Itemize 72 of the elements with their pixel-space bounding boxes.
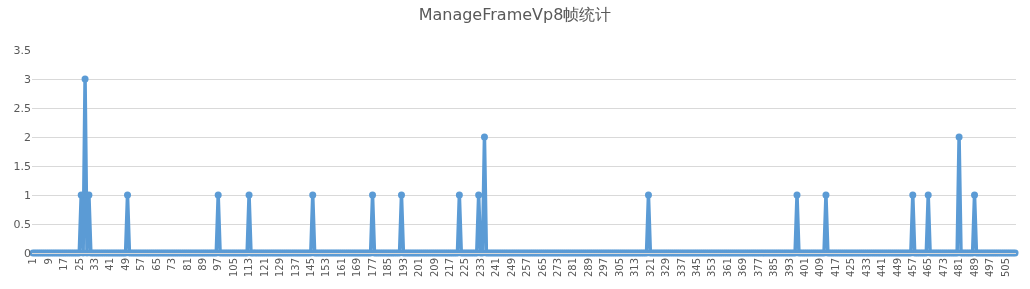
x-tick-label: 177 xyxy=(366,258,378,278)
y-tick-label: 1.5 xyxy=(13,159,31,173)
y-tick-label: 3 xyxy=(24,72,31,86)
x-tick-label: 489 xyxy=(968,258,980,278)
x-tick-label: 249 xyxy=(505,258,517,278)
x-tick-label: 313 xyxy=(629,258,641,278)
x-tick-label: 129 xyxy=(274,258,286,278)
y-tick-label: 3.5 xyxy=(13,43,31,57)
x-tick-label: 417 xyxy=(829,258,841,278)
x-tick-label: 145 xyxy=(305,258,317,278)
x-tick-label: 265 xyxy=(536,258,548,278)
x-tick-label: 361 xyxy=(721,258,733,278)
x-tick-label: 193 xyxy=(397,258,409,278)
x-tick-label: 209 xyxy=(428,258,440,278)
x-tick-label: 465 xyxy=(922,258,934,278)
x-tick-label: 409 xyxy=(814,258,826,278)
x-tick-label: 57 xyxy=(135,258,147,271)
chart-title: ManageFrameVp8帧统计 xyxy=(418,4,612,24)
x-tick-label: 41 xyxy=(104,258,116,271)
x-tick-label: 185 xyxy=(382,258,394,278)
x-tick-label: 441 xyxy=(876,258,888,278)
x-tick-label: 233 xyxy=(474,258,486,278)
x-tick-label: 97 xyxy=(212,258,224,271)
x-tick-label: 505 xyxy=(999,258,1011,278)
x-tick-label: 225 xyxy=(459,258,471,278)
x-tick-label: 153 xyxy=(320,258,332,278)
y-tick-label: 2 xyxy=(24,130,31,144)
x-tick-label: 73 xyxy=(166,258,178,271)
x-tick-label: 297 xyxy=(598,258,610,278)
x-tick-label: 169 xyxy=(351,258,363,278)
x-tick-label: 345 xyxy=(690,258,702,278)
x-tick-label: 121 xyxy=(258,258,270,278)
x-tick-label: 305 xyxy=(613,258,625,278)
x-tick-label: 401 xyxy=(798,258,810,278)
x-tick-label: 481 xyxy=(953,258,965,278)
x-tick-label: 473 xyxy=(937,258,949,278)
y-tick-label: 2.5 xyxy=(13,101,31,115)
x-tick-label: 17 xyxy=(58,258,70,271)
x-tick-label: 241 xyxy=(490,258,502,278)
x-tick-label: 457 xyxy=(907,258,919,278)
x-tick-label: 385 xyxy=(768,258,780,278)
x-tick-label: 425 xyxy=(845,258,857,278)
x-tick-label: 49 xyxy=(119,258,131,271)
x-tick-label: 33 xyxy=(88,258,100,271)
x-tick-label: 321 xyxy=(644,258,656,278)
x-tick-label: 329 xyxy=(660,258,672,278)
y-tick-label: 1 xyxy=(24,188,31,202)
x-tick-label: 105 xyxy=(227,258,239,278)
x-tick-label: 393 xyxy=(783,258,795,278)
x-tick-label: 353 xyxy=(706,258,718,278)
x-tick-label: 497 xyxy=(984,258,996,278)
x-tick-label: 369 xyxy=(737,258,749,278)
x-tick-label: 65 xyxy=(150,258,162,271)
x-tick-label: 273 xyxy=(552,258,564,278)
x-tick-label: 89 xyxy=(197,258,208,271)
x-tick-label: 289 xyxy=(582,258,594,278)
y-tick-label: 0.5 xyxy=(13,217,31,231)
x-tick-label: 9 xyxy=(42,258,54,265)
x-tick-label: 81 xyxy=(181,258,193,271)
x-tick-label: 337 xyxy=(675,258,687,278)
x-tick-label: 257 xyxy=(521,258,533,278)
x-tick-label: 25 xyxy=(73,258,85,271)
x-tick-label: 161 xyxy=(335,258,347,278)
x-tick-label: 433 xyxy=(860,258,872,278)
x-tick-label: 377 xyxy=(752,258,764,278)
y-tick-label: 0 xyxy=(24,246,31,260)
x-tick-label: 281 xyxy=(567,258,579,278)
x-tick-label: 201 xyxy=(413,258,425,278)
x-tick-label: 449 xyxy=(891,258,903,278)
x-tick-label: 217 xyxy=(443,258,455,278)
x-tick-label: 113 xyxy=(243,258,255,278)
x-tick-label: 137 xyxy=(289,258,301,278)
